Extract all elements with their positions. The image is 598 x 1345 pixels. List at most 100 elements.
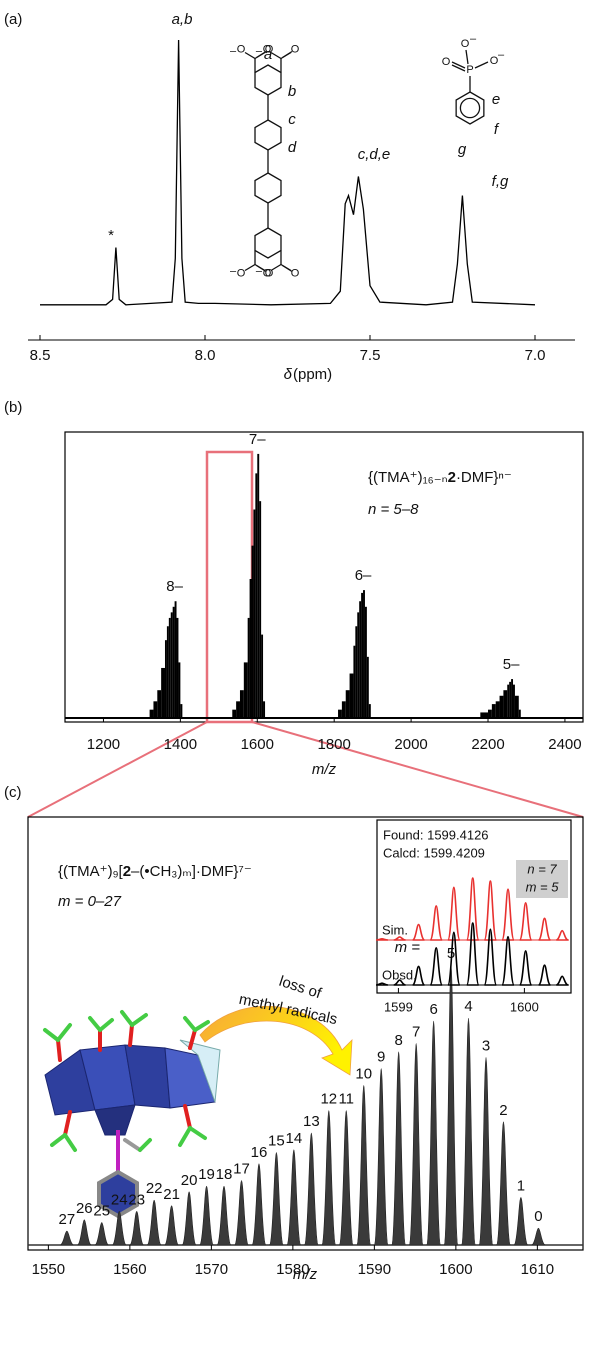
isotope-peak [501, 935, 515, 986]
x-tick-label: 1610 [521, 1261, 554, 1278]
spectrum-stick [232, 709, 237, 718]
bond [256, 264, 267, 273]
charge-label: 6– [355, 567, 372, 584]
atom-label: O [291, 43, 300, 55]
formula-part: {(TMA⁺)₉[ [58, 863, 124, 880]
peak [111, 1211, 127, 1246]
spectrum-stick [259, 501, 262, 718]
arrow-label: loss of [277, 973, 324, 1003]
atom-label: – [498, 49, 505, 61]
spectrum-stick [166, 626, 169, 718]
spectrum-stick [368, 704, 371, 718]
peak-m-label: 26 [76, 1200, 93, 1217]
isotope-peak [393, 936, 406, 941]
peak-m-label: 14 [286, 1130, 303, 1147]
peak-m-label: 13 [303, 1113, 320, 1130]
x-tick-label: 8.5 [30, 347, 51, 364]
isotope-peak [447, 931, 461, 986]
arrow [199, 1005, 353, 1076]
peak-m-label: 12 [320, 1091, 337, 1108]
isotope-peak [483, 880, 498, 941]
spectrum-stick [257, 453, 260, 718]
spectrum-stick [170, 612, 173, 718]
peak-m-label: 6 [429, 1001, 437, 1018]
x-axis-label: m/z [312, 761, 337, 778]
x-tick-label: 8.0 [195, 347, 216, 364]
spectrum-stick [176, 617, 179, 718]
spectrum-stick [518, 709, 521, 718]
x-tick-label: 2200 [471, 736, 504, 753]
bond [244, 51, 256, 60]
isotope-peak [555, 975, 569, 986]
spectrum-stick [361, 592, 364, 718]
charge-label: 5– [503, 656, 520, 673]
ring [455, 91, 485, 125]
peak [164, 1205, 179, 1246]
spectrum-stick [149, 709, 154, 718]
ring [254, 172, 282, 204]
structure-label: f [494, 121, 500, 138]
peak [356, 1085, 372, 1246]
peak [234, 1180, 249, 1246]
peak [426, 1020, 441, 1246]
peak-m-label: 17 [233, 1161, 250, 1178]
structure-label: b [288, 83, 296, 100]
atom-label: O [490, 55, 499, 67]
x-tick-label: 2000 [394, 736, 427, 753]
spectrum-stick [366, 656, 369, 718]
spectrum-stick [243, 662, 248, 718]
peak-m-label: 16 [251, 1144, 268, 1161]
spectrum-stick [499, 695, 504, 718]
x-tick-label: 1550 [32, 1261, 65, 1278]
spectrum-stick [236, 701, 240, 718]
spectrum-stick [161, 667, 165, 718]
isotope-peak [376, 937, 389, 941]
atom-label: – [470, 33, 477, 45]
panel-label: (c) [4, 784, 22, 801]
spectrum-stick [507, 684, 510, 718]
ring [254, 119, 282, 151]
plot-frame [27, 816, 584, 1251]
spectrum-stick [509, 681, 512, 718]
peak [338, 1110, 354, 1246]
atom-label: O [265, 43, 274, 55]
peak [496, 1121, 511, 1246]
range-label: m = 0–27 [58, 893, 122, 910]
ring [254, 64, 282, 96]
bond [474, 61, 489, 69]
x-tick-label: 1599 [384, 999, 413, 1014]
spectrum-stick [249, 579, 252, 718]
x-tick-label: 1570 [195, 1261, 228, 1278]
bond [451, 61, 466, 69]
range-label: n = 5–8 [368, 501, 419, 518]
atom-label: – [230, 265, 237, 277]
found-label: Found: 1599.4126 [383, 827, 489, 842]
formula-part: 2 [448, 469, 456, 486]
bond [282, 50, 293, 59]
x-tick-label: 1400 [164, 736, 197, 753]
formula-part: 2 [123, 863, 131, 880]
ring-aromatic [459, 97, 481, 119]
peak [373, 1068, 389, 1246]
spectrum-stick [263, 701, 266, 718]
peak [443, 964, 459, 1246]
molecule-model [43, 1010, 221, 1219]
atom-label: O [263, 43, 272, 55]
spectrum-stick [514, 695, 519, 718]
isotope-peak [465, 922, 480, 986]
spectrum-stick [180, 704, 183, 718]
formula: {(TMA⁺)₁₆₋ₙ2·DMF}ⁿ⁻ [368, 469, 512, 486]
x-axis-label: m/z [293, 1266, 318, 1283]
spectrum-stick [153, 701, 158, 718]
spectrum-stick [168, 617, 171, 718]
structure-label: a [264, 46, 272, 63]
charge-label: 8– [166, 578, 183, 595]
atom-label: O [291, 267, 300, 279]
x-axis-label: δ [284, 366, 293, 383]
bond [244, 263, 256, 272]
spectrum-stick [495, 701, 500, 718]
spectrum-stick [178, 662, 181, 718]
peak-label: c,d,e [358, 146, 391, 163]
atom-label: O [237, 43, 246, 55]
bond [465, 49, 469, 65]
